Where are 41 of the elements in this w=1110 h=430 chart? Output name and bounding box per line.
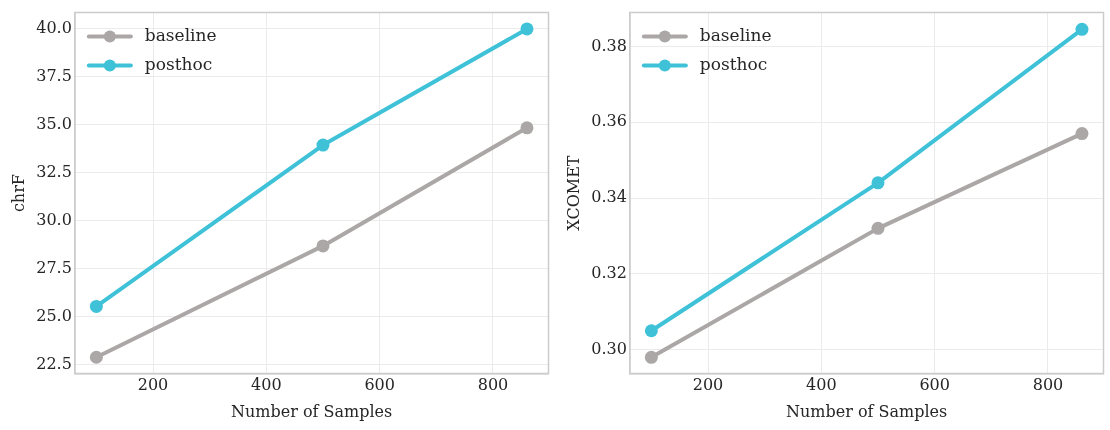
y-tick-label: 0.30 — [591, 338, 627, 358]
y-tick-label: 35.0 — [36, 114, 72, 134]
point — [520, 22, 534, 36]
x-tick-label: 400 — [806, 375, 837, 395]
y-tick-label: 0.36 — [591, 111, 627, 131]
point — [1075, 22, 1089, 36]
y-tick-label: 30.0 — [36, 210, 72, 230]
y-tick-label: 25.0 — [36, 306, 72, 326]
x-tick-label: 600 — [919, 375, 950, 395]
y-tick-label: 40.0 — [36, 18, 72, 38]
x-tick-label: 400 — [251, 375, 282, 395]
point — [520, 121, 534, 135]
y-tick-label: 32.5 — [36, 162, 72, 182]
x-tick-label: 200 — [692, 375, 724, 395]
point — [1075, 127, 1089, 141]
point — [644, 350, 658, 364]
x-tick-label: 800 — [1032, 375, 1064, 395]
x-tick-label: 800 — [477, 375, 509, 395]
y-tick-label: 0.38 — [591, 35, 627, 55]
point — [871, 176, 885, 190]
legend-label: posthoc — [144, 54, 213, 75]
y-axis-title: XCOMET — [563, 155, 583, 231]
point — [316, 239, 330, 253]
x-tick-label: 600 — [364, 375, 395, 395]
y-tick-label: 0.34 — [591, 187, 627, 207]
legend-label: posthoc — [699, 54, 768, 75]
y-tick-label: 0.32 — [591, 263, 627, 283]
point — [89, 350, 103, 364]
point — [316, 138, 330, 152]
x-axis-title: Number of Samples — [231, 401, 393, 421]
point — [644, 324, 658, 338]
point — [89, 299, 103, 313]
legend-label: baseline — [699, 25, 772, 46]
y-axis-title: chrF — [8, 174, 28, 213]
y-tick-label: 37.5 — [36, 66, 72, 86]
x-axis-title: Number of Samples — [786, 401, 948, 421]
y-tick-label: 22.5 — [36, 354, 72, 374]
y-tick-label: 27.5 — [36, 258, 72, 278]
x-tick-label: 200 — [137, 375, 169, 395]
legend-label: baseline — [144, 25, 217, 46]
point — [871, 221, 885, 235]
